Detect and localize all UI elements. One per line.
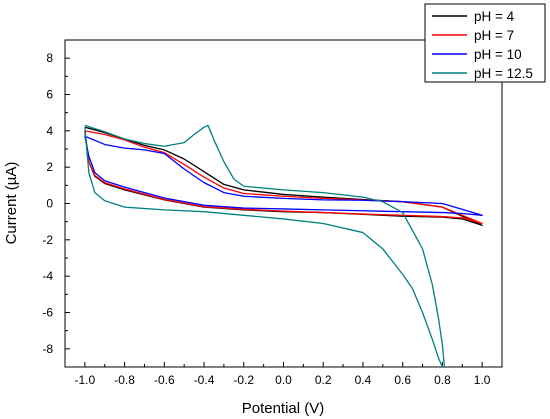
x-tick-label: 0.2 [315,373,332,387]
x-tick-label: 0.4 [355,373,372,387]
y-tick-label: 8 [46,51,53,65]
legend-label: pH = 12.5 [474,66,533,81]
x-tick-label: 0.0 [275,373,292,387]
x-tick-label: -0.2 [233,373,254,387]
y-tick-label: 0 [46,197,53,211]
x-axis-title: Potential (V) [242,400,325,417]
x-tick-label: 0.6 [394,373,411,387]
y-tick-label: -8 [42,342,53,356]
legend: pH = 4 pH = 7 pH = 10 pH = 12.5 [424,3,546,83]
x-tick-label: -0.4 [194,373,215,387]
x-tick-label: 1.0 [474,373,491,387]
series-line [84,135,483,216]
x-tick-label: 0.8 [434,373,451,387]
series-group [84,124,483,367]
y-tick-label: 4 [46,124,53,138]
x-tick-label: -1.0 [75,373,96,387]
x-tick-label: -0.8 [114,373,135,387]
series-line [84,130,483,225]
legend-box [424,3,546,83]
y-axis-title: Current (µA) [3,162,20,245]
y-tick-label: -4 [42,269,53,283]
y-tick-label: 6 [46,88,53,102]
x-tick-label: -0.6 [154,373,175,387]
legend-label: pH = 10 [474,47,522,62]
y-axis: -8 -6 -4 -2 0 2 4 6 8 [42,51,70,356]
x-axis: -1.0 -0.8 -0.6 -0.4 -0.2 0.0 0.2 0.4 0.6 0.8 1.0 [75,362,491,387]
y-tick-label: -6 [42,306,53,320]
series-line [84,124,446,367]
legend-label: pH = 4 [474,9,515,24]
y-tick-label: -2 [42,233,53,247]
legend-label: pH = 7 [474,28,514,43]
y-tick-label: 2 [46,160,53,174]
